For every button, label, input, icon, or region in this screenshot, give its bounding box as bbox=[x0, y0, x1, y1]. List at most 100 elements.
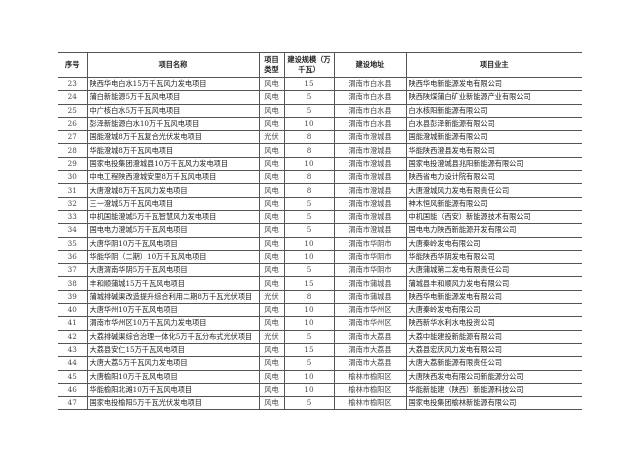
cell-type: 风电 bbox=[258, 209, 285, 225]
table-row: 47 国家电投榆阳5万千瓦光伏发电项目 风电 5 榆林市榆阳区 国家电投集团榆林新能源有限… bbox=[58, 396, 582, 411]
cell-name: 大唐华阴10万千瓦风电项目 bbox=[86, 236, 260, 251]
cell-address: 渭南市华阴市 bbox=[333, 249, 407, 265]
cell-address: 渭南市澄城县 bbox=[333, 209, 407, 225]
table-row: 25 中广核白水5万千瓦风电项目 风电 5 渭南市白水县 白水核阳新能源有限公司 bbox=[58, 103, 582, 118]
table-row: 28 华能澄城8万千瓦风电项目 风电 8 渭南市澄城县 华能陕西澄县发电有限公司 bbox=[58, 143, 582, 158]
cell-name: 大唐澄城8万千瓦风力发电项目 bbox=[86, 183, 260, 198]
cell-seq: 27 bbox=[58, 130, 88, 145]
header-seq: 序号 bbox=[58, 52, 88, 78]
cell-scale: 8 bbox=[283, 130, 335, 145]
table-row: 33 中机国能澄城5万千瓦智慧风力发电项目 风电 5 渭南市澄城县 中机国能（西安）新能源… bbox=[58, 209, 582, 225]
cell-name: 陕西华电白水15万千瓦风力发电项目 bbox=[86, 76, 260, 92]
cell-seq: 38 bbox=[58, 276, 88, 291]
cell-owner: 大唐大荔新能源有限责任公司 bbox=[405, 356, 582, 371]
cell-address: 渭南市白水县 bbox=[333, 76, 407, 92]
header-row: 序号 项目名称 项目类型 建设规模（万千瓦） 建设地址 项目业主 bbox=[58, 52, 582, 78]
table-row: 44 大唐大荔5万千瓦风力发电项目 风电 5 渭南市大荔县 大唐大荔新能源有限责任公司 bbox=[58, 356, 582, 371]
table-row: 37 大唐渭南华阴5万千瓦风电项目 风电 5 渭南市华阴市 大唐蒲城第二发电有限责任公司 bbox=[58, 263, 582, 278]
projects-table: 序号 项目名称 项目类型 建设规模（万千瓦） 建设地址 项目业主 23 陕西华电白… bbox=[58, 52, 582, 411]
cell-owner: 神木恒风新能源有限公司 bbox=[405, 196, 582, 211]
cell-owner: 大唐蒲城第二发电有限责任公司 bbox=[405, 263, 582, 278]
cell-type: 风电 bbox=[258, 356, 285, 371]
cell-scale: 5 bbox=[283, 263, 335, 278]
cell-scale: 5 bbox=[283, 223, 335, 238]
cell-name: 中电工程陕西澄城安里8万千瓦风电项目 bbox=[86, 170, 260, 185]
cell-owner: 白水核阳新能源有限公司 bbox=[405, 103, 582, 118]
table-row: 41 渭南市华州区10万千瓦风力发电项目 风电 10 渭南市华州区 陕西新华水利水电投资公… bbox=[58, 316, 582, 331]
cell-owner: 陕西省电力设计院有限公司 bbox=[405, 170, 582, 185]
cell-name: 蒲城排碱渠改造提升综合利用二期8万千瓦光伏项目 bbox=[86, 289, 260, 305]
cell-type: 风电 bbox=[258, 263, 285, 278]
cell-name: 华能华阴（二期）10万千瓦风电项目 bbox=[86, 249, 260, 265]
cell-owner: 陕西新华水利水电投资公司 bbox=[405, 316, 582, 331]
cell-owner: 陕西华电新能源发电有限公司 bbox=[405, 76, 582, 92]
cell-type: 风电 bbox=[258, 76, 285, 92]
cell-seq: 28 bbox=[58, 143, 88, 158]
table-row: 42 大荔排碱渠综合治理一体化5万千瓦分布式光伏项目 光伏 5 渭南市大荔县 大荔中能建投… bbox=[58, 329, 582, 344]
cell-owner: 大荔县宏庆风力发电有限公司 bbox=[405, 342, 582, 358]
cell-address: 渭南市华阴市 bbox=[333, 236, 407, 251]
cell-name: 大唐华州10万千瓦风电项目 bbox=[86, 303, 260, 318]
cell-owner: 华能陕西华阴发电有限公司 bbox=[405, 249, 582, 265]
cell-owner: 华能陕西澄县发电有限公司 bbox=[405, 143, 582, 158]
cell-name: 大荔县安仁15万千瓦风电项目 bbox=[86, 342, 260, 358]
cell-address: 渭南市白水县 bbox=[333, 116, 407, 132]
cell-type: 风电 bbox=[258, 249, 285, 265]
cell-scale: 15 bbox=[283, 276, 335, 291]
table-row: 45 大唐榆阳10万千瓦风电项目 风电 10 榆林市榆阳区 大唐陕西发电有限公司新能源分公… bbox=[58, 369, 582, 384]
cell-name: 国能澄城8万千瓦复合光伏发电项目 bbox=[86, 130, 260, 145]
cell-seq: 42 bbox=[58, 329, 88, 344]
cell-type: 风电 bbox=[258, 342, 285, 358]
cell-address: 渭南市澄城县 bbox=[333, 170, 407, 185]
cell-address: 渭南市蒲城县 bbox=[333, 276, 407, 291]
cell-scale: 5 bbox=[283, 396, 335, 411]
cell-owner: 国家电投澄城县兆阳新能源有限公司 bbox=[405, 156, 582, 172]
table-row: 26 彭泽新能源白水10万千瓦风电项目 风电 10 渭南市白水县 白水县彭泽新能源有限公司 bbox=[58, 116, 582, 132]
cell-name: 中机国能澄城5万千瓦智慧风力发电项目 bbox=[86, 209, 260, 225]
table-row: 39 蒲城排碱渠改造提升综合利用二期8万千瓦光伏项目 光伏 8 渭南市蒲城县 陕西华电新能… bbox=[58, 289, 582, 305]
cell-type: 风电 bbox=[258, 316, 285, 331]
table-row: 34 国电电力澄城5万千瓦风电项目 风电 5 渭南市澄城县 国电电力陕西新能源开发有限公司 bbox=[58, 223, 582, 238]
cell-scale: 10 bbox=[283, 369, 335, 384]
cell-address: 渭南市华阴市 bbox=[333, 263, 407, 278]
cell-address: 渭南市白水县 bbox=[333, 90, 407, 105]
cell-scale: 5 bbox=[283, 196, 335, 211]
header-address: 建设地址 bbox=[333, 52, 407, 78]
cell-owner: 蒲城县丰和顺风力发电有限公司 bbox=[405, 276, 582, 291]
cell-scale: 10 bbox=[283, 303, 335, 318]
cell-scale: 15 bbox=[283, 342, 335, 358]
table-row: 23 陕西华电白水15万千瓦风力发电项目 风电 15 渭南市白水县 陕西华电新能源发电有限… bbox=[58, 76, 582, 92]
cell-seq: 23 bbox=[58, 76, 88, 92]
cell-type: 光伏 bbox=[258, 289, 285, 305]
cell-scale: 8 bbox=[283, 289, 335, 305]
cell-address: 渭南市澄城县 bbox=[333, 196, 407, 211]
header-owner: 项目业主 bbox=[405, 52, 582, 78]
cell-name: 国家电投集团澄城县10万千瓦风力发电项目 bbox=[86, 156, 260, 172]
table-row: 43 大荔县安仁15万千瓦风电项目 风电 15 渭南市大荔县 大荔县宏庆风力发电有限公司 bbox=[58, 342, 582, 358]
cell-address: 渭南市澄城县 bbox=[333, 143, 407, 158]
cell-name: 大唐榆阳10万千瓦风电项目 bbox=[86, 369, 260, 384]
cell-name: 蒲白新能源5万千瓦风电项目 bbox=[86, 90, 260, 105]
cell-owner: 中机国能（西安）新能源技术有限公司 bbox=[405, 209, 582, 225]
cell-scale: 10 bbox=[283, 236, 335, 251]
cell-type: 风电 bbox=[258, 116, 285, 132]
cell-type: 风电 bbox=[258, 143, 285, 158]
cell-seq: 32 bbox=[58, 196, 88, 211]
cell-seq: 46 bbox=[58, 382, 88, 398]
cell-owner: 白水县彭泽新能源有限公司 bbox=[405, 116, 582, 132]
cell-seq: 26 bbox=[58, 116, 88, 132]
table-row: 40 大唐华州10万千瓦风电项目 风电 10 渭南市华州区 大唐秦岭发电有限公司 bbox=[58, 303, 582, 318]
cell-name: 中广核白水5万千瓦风电项目 bbox=[86, 103, 260, 118]
cell-seq: 44 bbox=[58, 356, 88, 371]
cell-type: 风电 bbox=[258, 183, 285, 198]
table-row: 32 三一澄城5万千瓦风电项目 风电 5 渭南市澄城县 神木恒风新能源有限公司 bbox=[58, 196, 582, 211]
cell-type: 光伏 bbox=[258, 329, 285, 344]
cell-address: 榆林市榆阳区 bbox=[333, 396, 407, 411]
cell-address: 渭南市大荔县 bbox=[333, 342, 407, 358]
table-row: 35 大唐华阴10万千瓦风电项目 风电 10 渭南市华阴市 大唐秦岭发电有限公司 bbox=[58, 236, 582, 251]
cell-seq: 35 bbox=[58, 236, 88, 251]
cell-seq: 40 bbox=[58, 303, 88, 318]
cell-seq: 24 bbox=[58, 90, 88, 105]
cell-seq: 36 bbox=[58, 249, 88, 265]
cell-type: 风电 bbox=[258, 223, 285, 238]
